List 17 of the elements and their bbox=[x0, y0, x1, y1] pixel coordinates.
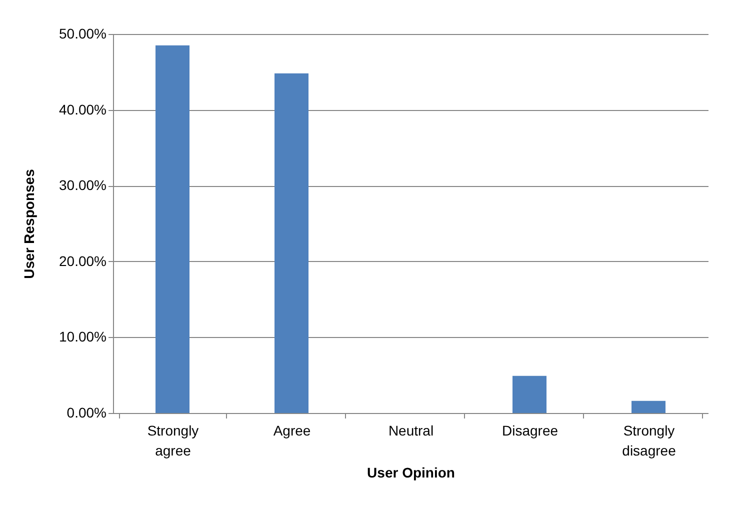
y-tick-label: 30.00% bbox=[59, 177, 106, 194]
y-axis-title: User Responses bbox=[21, 168, 38, 279]
y-tick-label: 10.00% bbox=[59, 328, 106, 345]
y-tick-label: 20.00% bbox=[59, 252, 106, 269]
y-tick-label: 0.00% bbox=[66, 404, 106, 420]
x-tick-label: Neutral bbox=[388, 422, 434, 438]
x-tick-label: Strongly agree bbox=[147, 422, 199, 458]
bar bbox=[156, 45, 190, 413]
x-tick-label: Disagree bbox=[502, 422, 558, 438]
bar bbox=[632, 400, 666, 413]
x-tick-label: Strongly disagree bbox=[622, 422, 676, 458]
x-axis-title: User Opinion bbox=[367, 464, 455, 480]
bar bbox=[512, 376, 546, 413]
bar bbox=[274, 73, 308, 413]
x-tick-label: Agree bbox=[273, 422, 311, 438]
y-tick-label: 40.00% bbox=[59, 101, 106, 118]
y-tick-label: 50.00% bbox=[59, 26, 106, 42]
